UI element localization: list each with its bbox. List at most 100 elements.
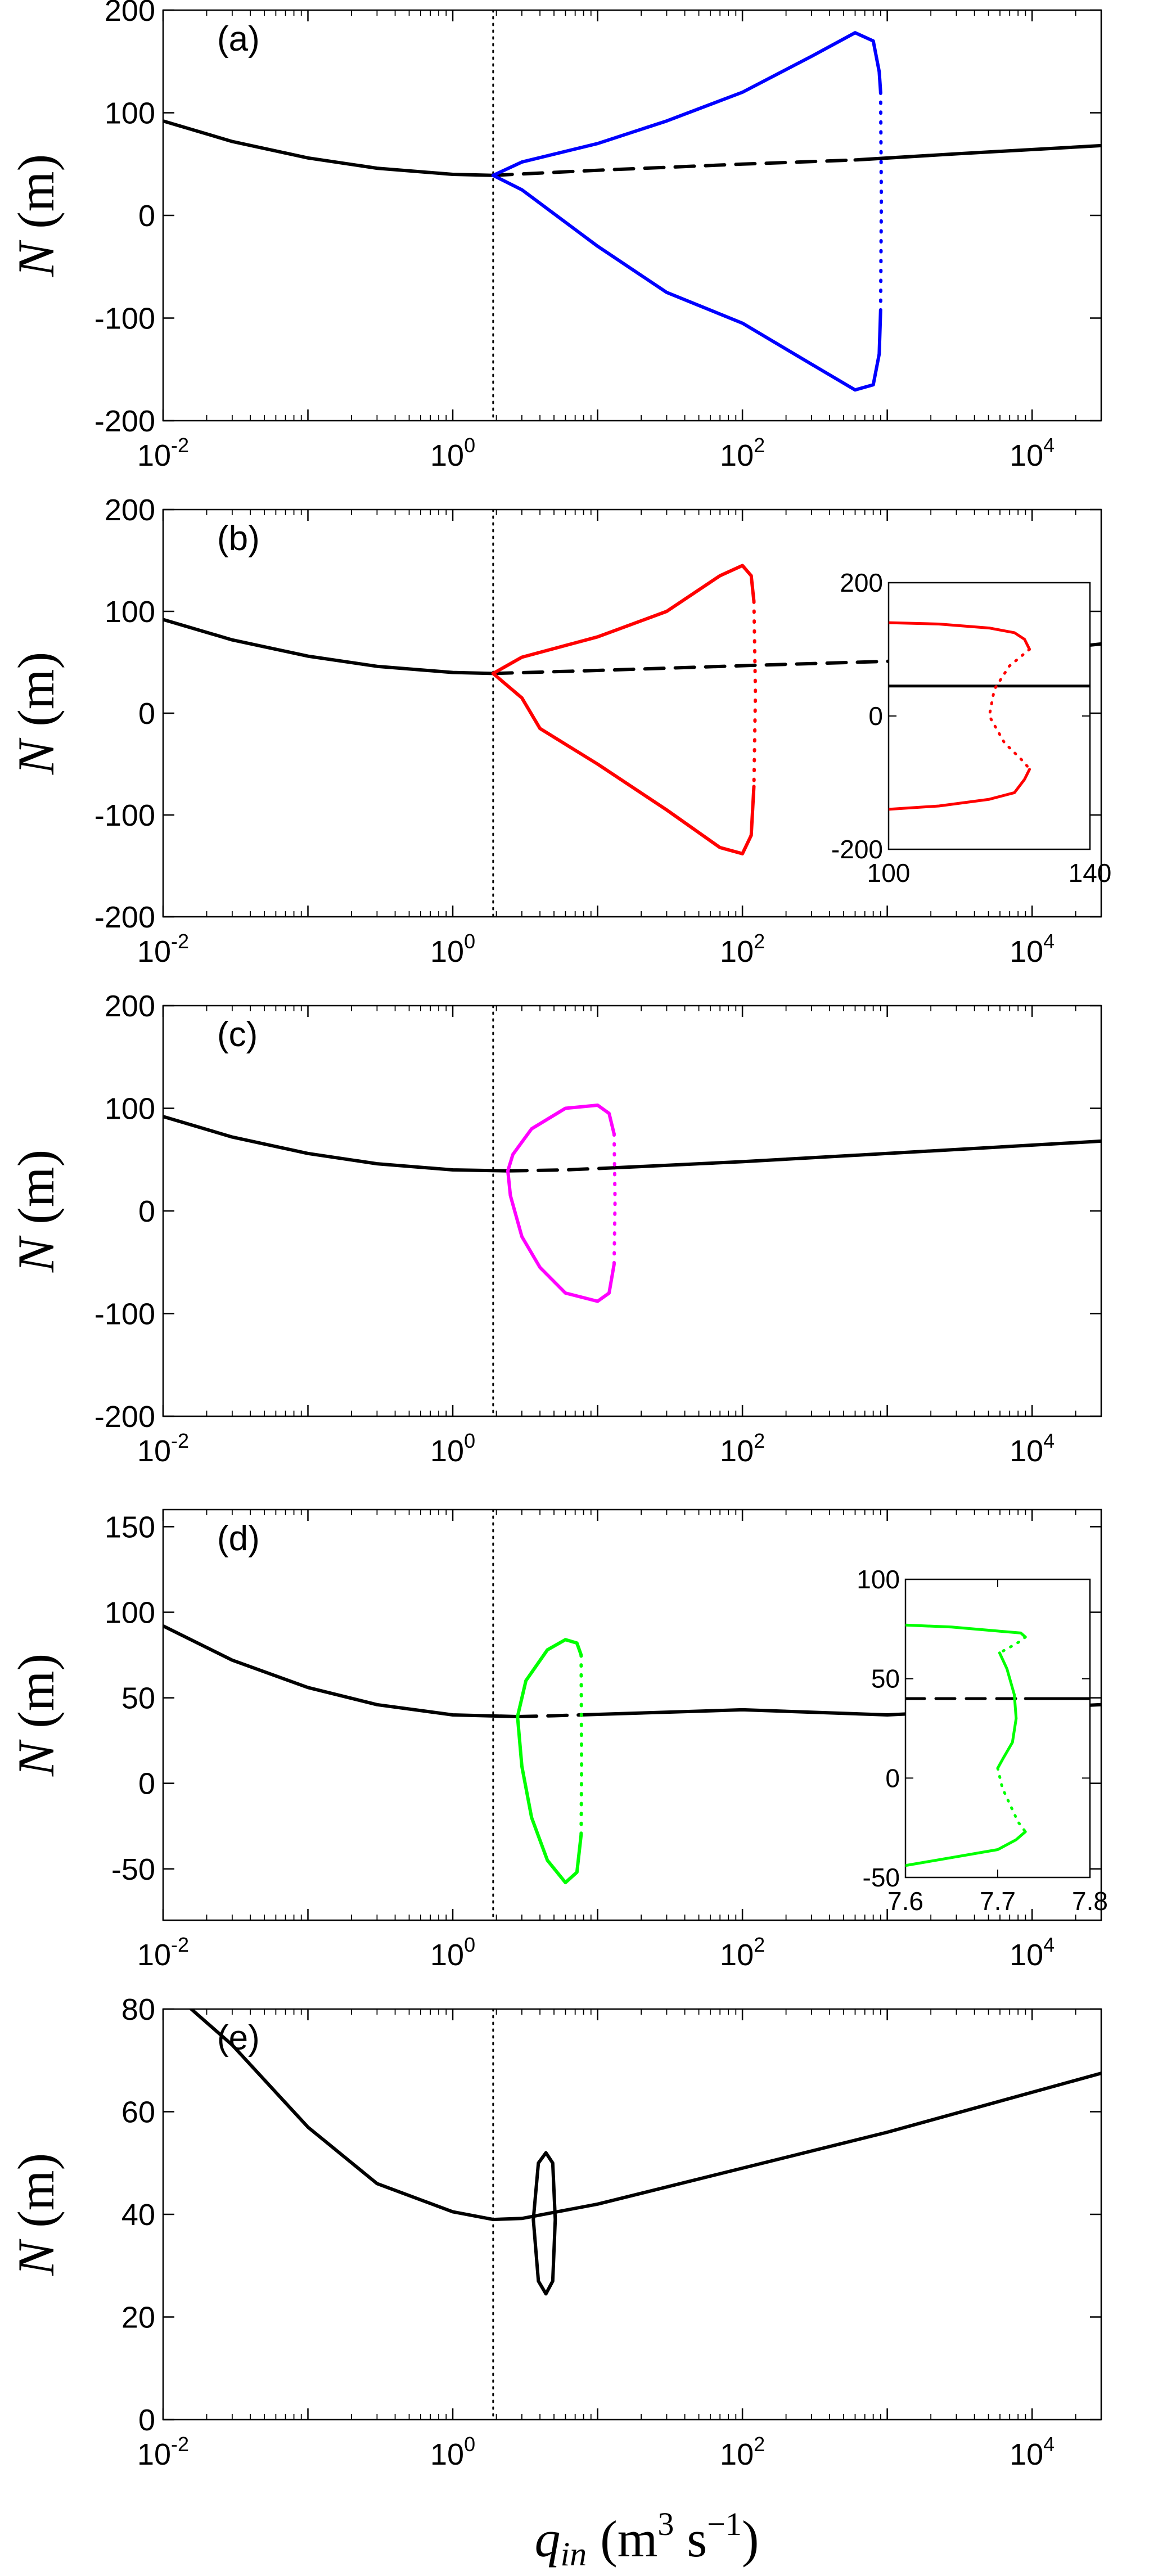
x-tick-label: 10-2	[137, 434, 189, 472]
y-tick-label: 60	[121, 2096, 155, 2129]
panel-label: (b)	[217, 519, 260, 558]
x-tick-label: 10-2	[137, 930, 189, 969]
x-tick-label: 10-2	[137, 1933, 189, 1972]
series-line-6	[491, 173, 882, 392]
inset-series-line-6	[996, 1767, 1027, 1834]
series-line-2	[491, 158, 857, 177]
y-axis-label: N(m)	[7, 652, 65, 775]
series-line-5	[752, 599, 758, 789]
y-tick-label: -100	[94, 1298, 155, 1331]
series-line-2	[506, 1166, 616, 1173]
x-axis-unit-exp2: −1	[707, 2506, 742, 2542]
x-tick-label: 100	[430, 1933, 475, 1972]
series-line-2	[531, 2151, 557, 2296]
inset-axes: -50 0 50 100 7.6 7.7 7.8	[857, 1565, 1108, 1916]
inset-series-group	[889, 621, 1090, 811]
series-line-1	[188, 2009, 1101, 2222]
series-line-2	[516, 1713, 583, 1718]
x-axis-unit-close: )	[742, 2510, 759, 2568]
x-tick-label: 104	[1010, 2433, 1055, 2471]
y-tick-label: 80	[121, 1993, 155, 2026]
series-line-4	[491, 564, 756, 675]
y-tick-label: 50	[121, 1682, 155, 1715]
x-tick-label: 102	[720, 1429, 765, 1468]
y-tick-label: 40	[121, 2198, 155, 2232]
inset-y-tick-label: -200	[831, 835, 883, 864]
y-tick-label: 200	[105, 493, 155, 527]
y-axis-label: N(m)	[7, 1654, 65, 1777]
y-tick-label: 100	[105, 1092, 155, 1126]
x-tick-label: 102	[720, 930, 765, 969]
x-axis-subscript: in	[560, 2536, 587, 2573]
y-tick-label: 100	[105, 595, 155, 629]
x-tick-label: 100	[430, 1429, 475, 1468]
y-tick-label: 0	[138, 697, 155, 731]
x-tick-label: 102	[720, 1933, 765, 1972]
series-line-5	[579, 1653, 584, 1836]
panel-2: -200 -100 0 100 200 10-2 100 102 104 N(m) (b) -200 0…	[7, 493, 1111, 969]
inset-y-tick-label: 50	[871, 1664, 900, 1694]
panel-label: (d)	[217, 1519, 260, 1558]
series-line-1	[163, 1624, 520, 1718]
panel-label: (a)	[217, 20, 260, 58]
series-line-4	[516, 1638, 583, 1718]
x-tick-label: 102	[720, 434, 765, 472]
axes-frame	[162, 9, 1102, 422]
x-tick-label: 100	[430, 930, 475, 969]
x-tick-label: 100	[430, 2433, 475, 2471]
series-line-6	[516, 1715, 583, 1885]
inset-series-line-7	[905, 1830, 1027, 1867]
y-axis-label: N(m)	[7, 2153, 65, 2276]
axes-frame	[162, 1508, 1102, 1921]
x-tick-label: 104	[1010, 930, 1055, 969]
y-axis-label: N(m)	[7, 1150, 65, 1273]
panel-label: (c)	[217, 1015, 258, 1054]
y-tick-label: 0	[138, 1195, 155, 1228]
axes-frame	[162, 1005, 1102, 1417]
y-tick-label: -200	[94, 900, 155, 934]
y-tick-label: -100	[94, 302, 155, 336]
axes-frame	[162, 2008, 1102, 2421]
inset-y-tick-label: 100	[857, 1565, 900, 1594]
y-tick-label: -100	[94, 799, 155, 832]
x-axis-label: qin (m3 s−1)	[534, 2506, 759, 2573]
series-group	[163, 510, 1101, 917]
x-axis-unit-exp: 3	[657, 2506, 674, 2542]
inset-series-group	[905, 1623, 1090, 1867]
y-tick-label: 200	[105, 989, 155, 1023]
y-tick-label: 0	[138, 1767, 155, 1801]
inset-axes: -200 0 200 100 140	[831, 568, 1111, 888]
y-tick-label: 100	[105, 97, 155, 130]
inset-x-tick-label: 100	[867, 858, 911, 888]
series-line-1	[163, 618, 495, 675]
x-tick-label: 104	[1010, 1933, 1055, 1972]
inset-series-line-3	[905, 1623, 1027, 1638]
series-line-6	[506, 1169, 616, 1303]
series-line-2	[491, 657, 958, 675]
series-line-6	[491, 672, 756, 855]
inset-y-tick-label: -50	[863, 1863, 900, 1892]
inset-y-tick-label: 200	[840, 568, 883, 597]
series-line-1	[163, 1115, 510, 1173]
inset-series-line-4	[998, 1636, 1027, 1655]
inset-x-tick-label: 7.6	[887, 1886, 923, 1916]
x-tick-label: 10-2	[137, 1429, 189, 1468]
series-line-4	[506, 1104, 616, 1173]
y-tick-label: -200	[94, 1400, 155, 1434]
inset-series-line-3	[988, 648, 1031, 771]
x-axis-symbol: q	[534, 2510, 560, 2568]
inset-y-tick-label: 0	[868, 701, 883, 731]
x-tick-label: 104	[1010, 434, 1055, 472]
series-group	[163, 1006, 1101, 1416]
series-line-4	[491, 31, 882, 177]
inset-x-tick-label: 7.8	[1072, 1886, 1108, 1916]
x-tick-label: 104	[1010, 1429, 1055, 1468]
y-axis-label: N(m)	[7, 154, 65, 277]
inset-y-tick-label: 0	[885, 1763, 900, 1793]
inset-series-line-5	[996, 1651, 1018, 1770]
series-line-3	[612, 1139, 1101, 1170]
series-group	[163, 10, 1101, 421]
